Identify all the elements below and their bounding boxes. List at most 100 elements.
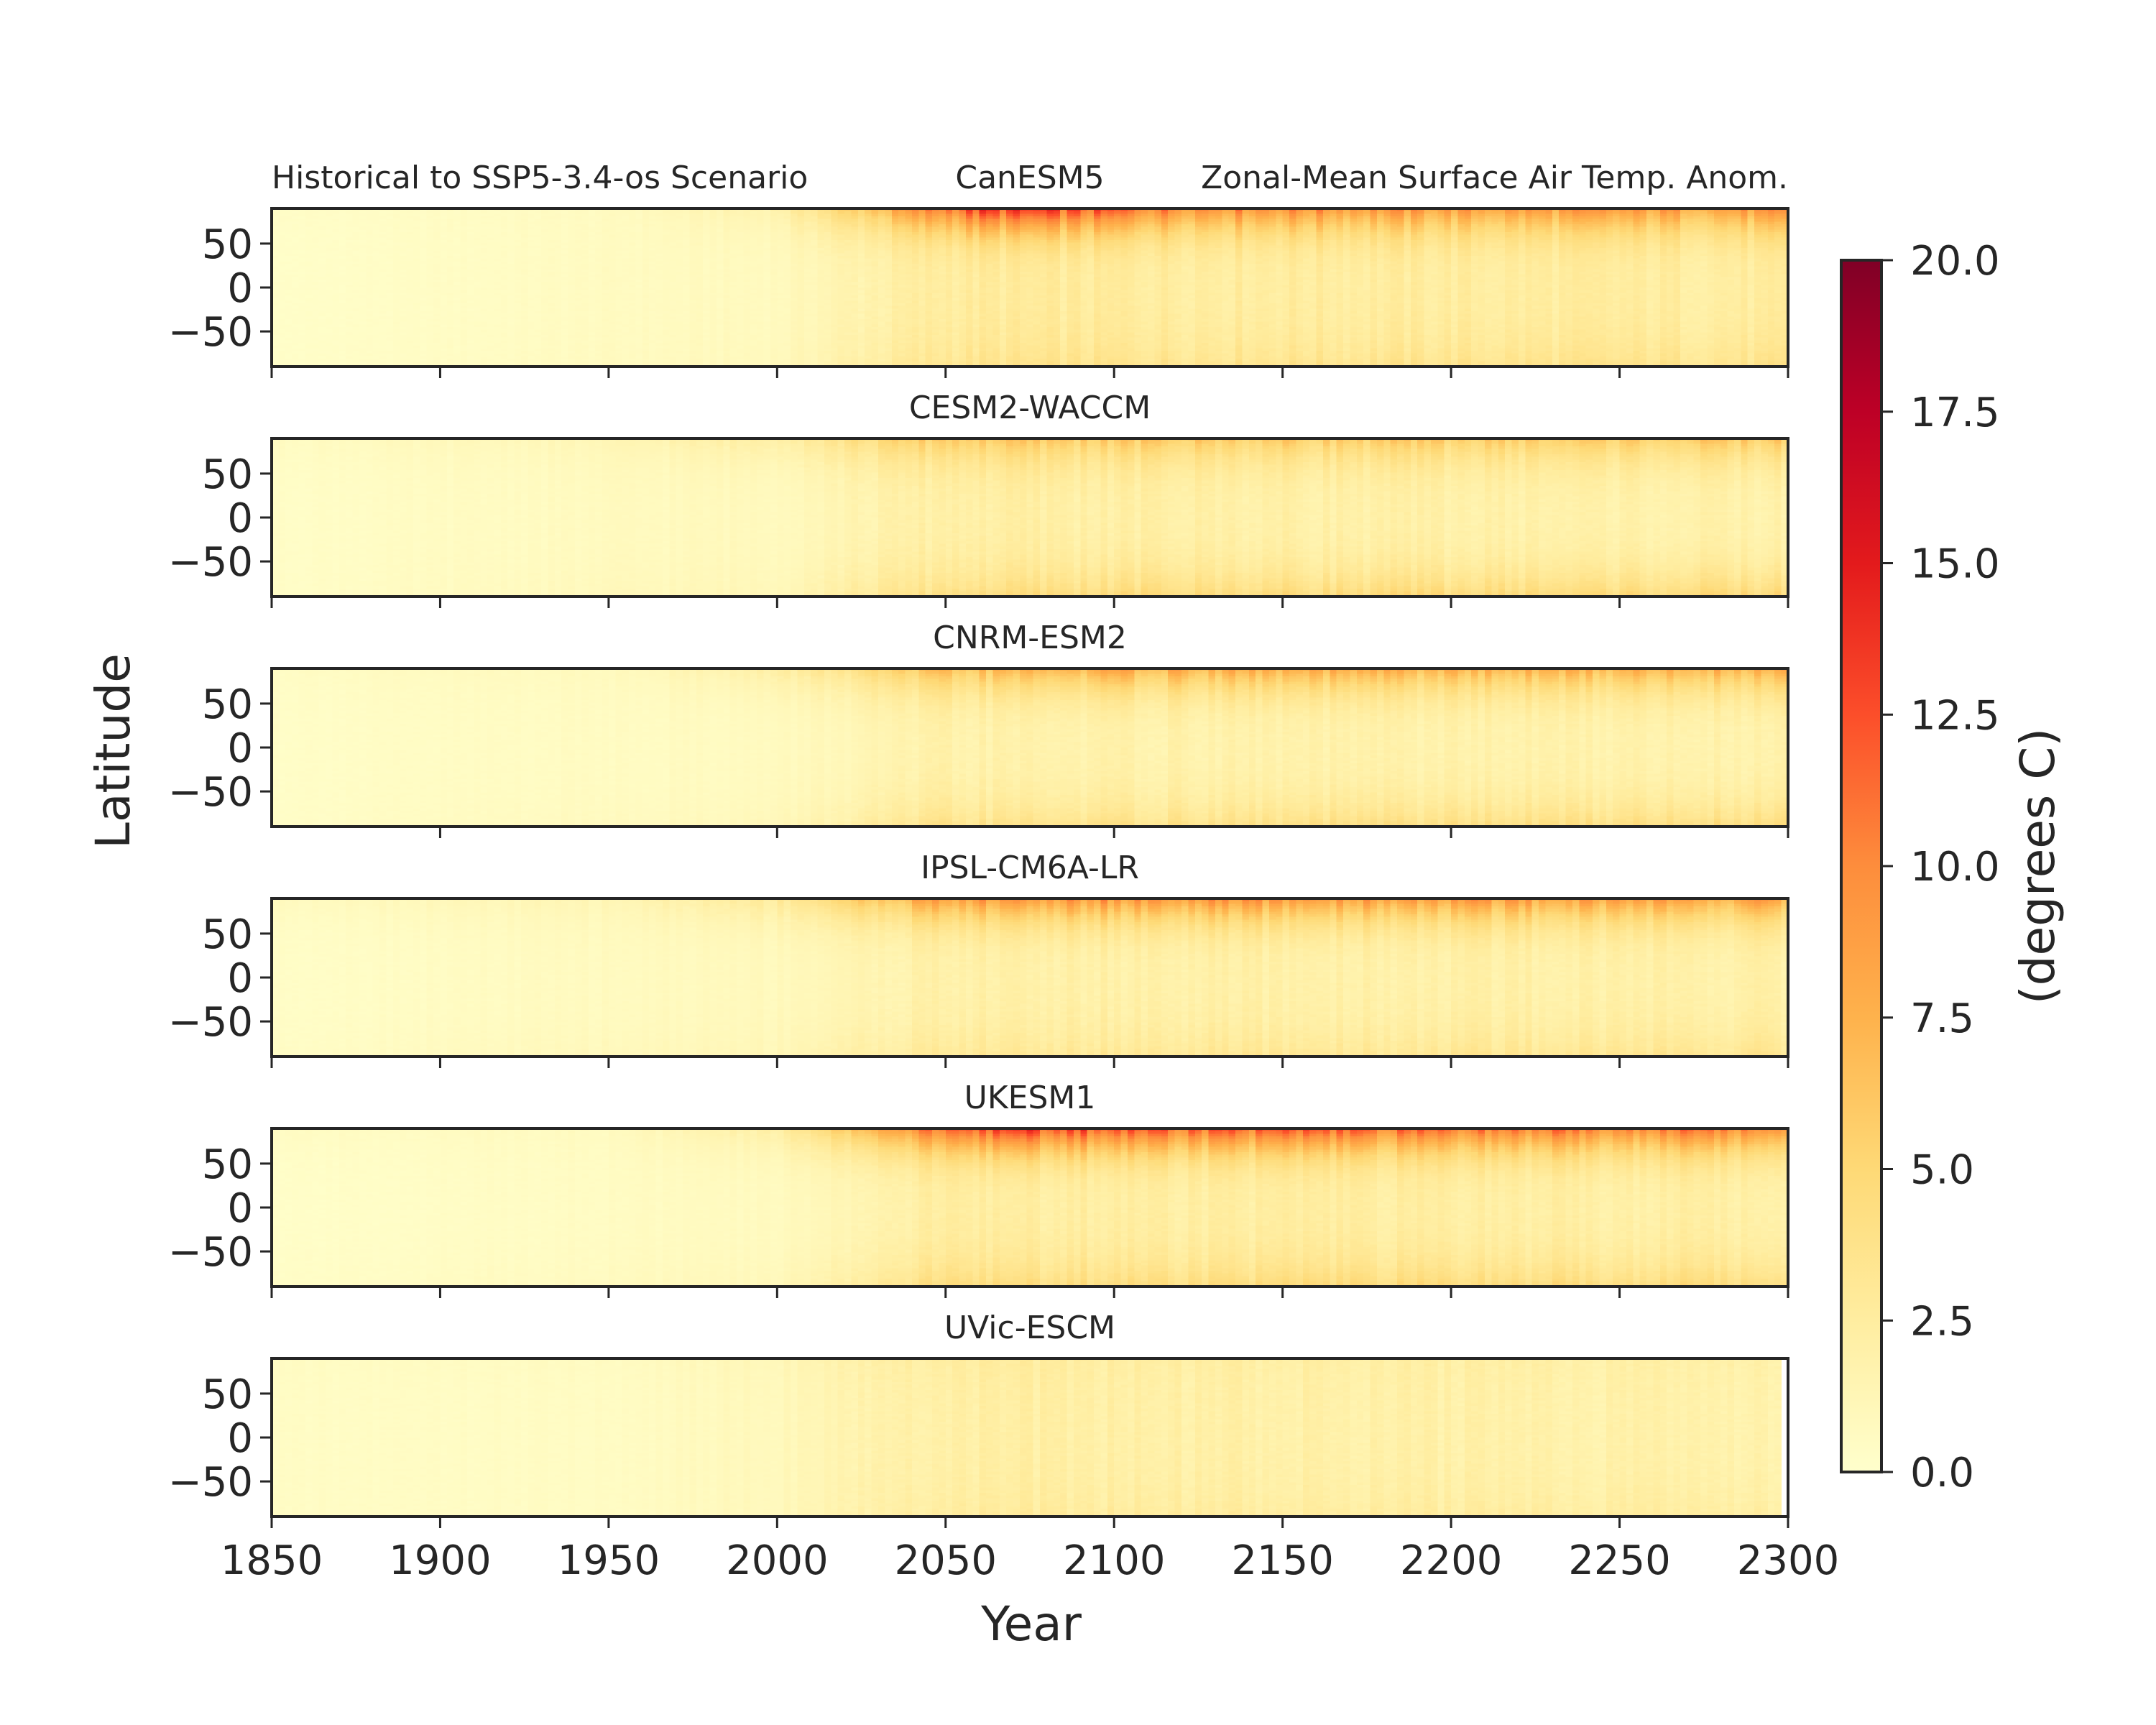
heatmap-cell <box>440 322 447 325</box>
heatmap-cell <box>400 248 407 251</box>
heatmap-cell <box>393 343 400 346</box>
heatmap-cell <box>299 338 306 341</box>
heatmap-cell <box>501 335 508 338</box>
heatmap-cell <box>501 359 508 362</box>
heatmap-cell <box>440 277 447 280</box>
heatmap-cell <box>332 332 339 335</box>
heatmap-cell <box>292 243 299 246</box>
heatmap-cell <box>299 346 306 349</box>
heatmap-cell <box>440 235 447 238</box>
heatmap-cell <box>359 351 367 354</box>
heatmap-cell <box>299 237 306 240</box>
heatmap-cell <box>413 288 420 290</box>
heatmap-cell <box>278 362 285 364</box>
heatmap-cell <box>447 316 454 319</box>
heatmap-cell <box>312 327 319 330</box>
heatmap-cell <box>461 332 468 335</box>
heatmap-cell <box>474 285 481 288</box>
heatmap-cell <box>305 259 313 262</box>
heatmap-cell <box>326 240 333 243</box>
heatmap-cell <box>440 303 447 306</box>
heatmap-cell <box>305 224 313 227</box>
heatmap-cell <box>353 300 360 303</box>
heatmap-cell <box>507 300 515 303</box>
heatmap-cell <box>393 280 400 282</box>
heatmap-cell <box>507 343 515 346</box>
heatmap-cell <box>393 322 400 325</box>
heatmap-cell <box>332 235 339 238</box>
heatmap-cell <box>400 332 407 335</box>
heatmap-cell <box>474 216 481 219</box>
heatmap-cell <box>515 243 522 246</box>
heatmap-cell <box>521 261 528 264</box>
heatmap-cell <box>393 261 400 264</box>
heatmap-cell <box>413 221 420 224</box>
heatmap-cell <box>379 330 387 333</box>
heatmap-cell <box>386 235 393 238</box>
heatmap-cell <box>278 303 285 306</box>
heatmap-cell <box>494 332 501 335</box>
heatmap-cell <box>400 285 407 288</box>
heatmap-cell <box>467 224 474 227</box>
heatmap-cell <box>407 269 414 272</box>
heatmap-cell <box>285 253 292 256</box>
heatmap-cell <box>366 319 373 322</box>
heatmap-cell <box>305 256 313 259</box>
heatmap-cell <box>353 303 360 306</box>
heatmap-cell <box>515 290 522 293</box>
heatmap-cell <box>461 362 468 364</box>
heatmap-cell <box>400 311 407 314</box>
heatmap-cell <box>487 221 494 224</box>
heatmap-cell <box>379 248 387 251</box>
heatmap-cell <box>386 314 393 317</box>
heatmap-cell <box>515 285 522 288</box>
heatmap-cell <box>373 211 380 214</box>
heatmap-cell <box>332 314 339 317</box>
heatmap-cell <box>292 335 299 338</box>
heatmap-cell <box>427 354 434 356</box>
heatmap-cell <box>440 251 447 254</box>
heatmap-cell <box>332 213 339 216</box>
heatmap-cell <box>326 298 333 301</box>
heatmap-cell <box>447 356 454 359</box>
heatmap-cell <box>400 235 407 238</box>
heatmap-cell <box>521 300 528 303</box>
heatmap-cell <box>366 348 373 351</box>
heatmap-cell <box>339 267 346 270</box>
heatmap-cell <box>467 229 474 232</box>
heatmap-cell <box>521 267 528 270</box>
heatmap-cell <box>515 306 522 309</box>
heatmap-cell <box>494 227 501 230</box>
heatmap-cell <box>461 235 468 238</box>
heatmap-cell <box>461 340 468 343</box>
heatmap-cell <box>305 346 313 349</box>
heatmap-cell <box>299 282 306 285</box>
heatmap-cell <box>440 229 447 232</box>
heatmap-cell <box>501 303 508 306</box>
heatmap-cell <box>440 311 447 314</box>
heatmap-cell <box>319 335 326 338</box>
heatmap-cell <box>407 293 414 295</box>
heatmap-cell <box>393 285 400 288</box>
heatmap-cell <box>481 288 488 290</box>
heatmap-cell <box>366 240 373 243</box>
heatmap-cell <box>413 354 420 356</box>
heatmap-cell <box>494 277 501 280</box>
heatmap-cell <box>373 243 380 246</box>
heatmap-cell <box>312 224 319 227</box>
heatmap-cell <box>339 348 346 351</box>
heatmap-cell <box>501 288 508 290</box>
heatmap-cell <box>528 248 535 251</box>
heatmap-cell <box>332 280 339 282</box>
heatmap-cell <box>332 253 339 256</box>
heatmap-cell <box>326 251 333 254</box>
heatmap-cell <box>353 272 360 275</box>
heatmap-cell <box>326 295 333 298</box>
heatmap-cell <box>346 303 353 306</box>
heatmap-cell <box>507 290 515 293</box>
heatmap-cell <box>467 356 474 359</box>
heatmap-cell <box>393 290 400 293</box>
heatmap-cell <box>332 298 339 301</box>
heatmap-cell <box>427 285 434 288</box>
heatmap-cell <box>467 269 474 272</box>
